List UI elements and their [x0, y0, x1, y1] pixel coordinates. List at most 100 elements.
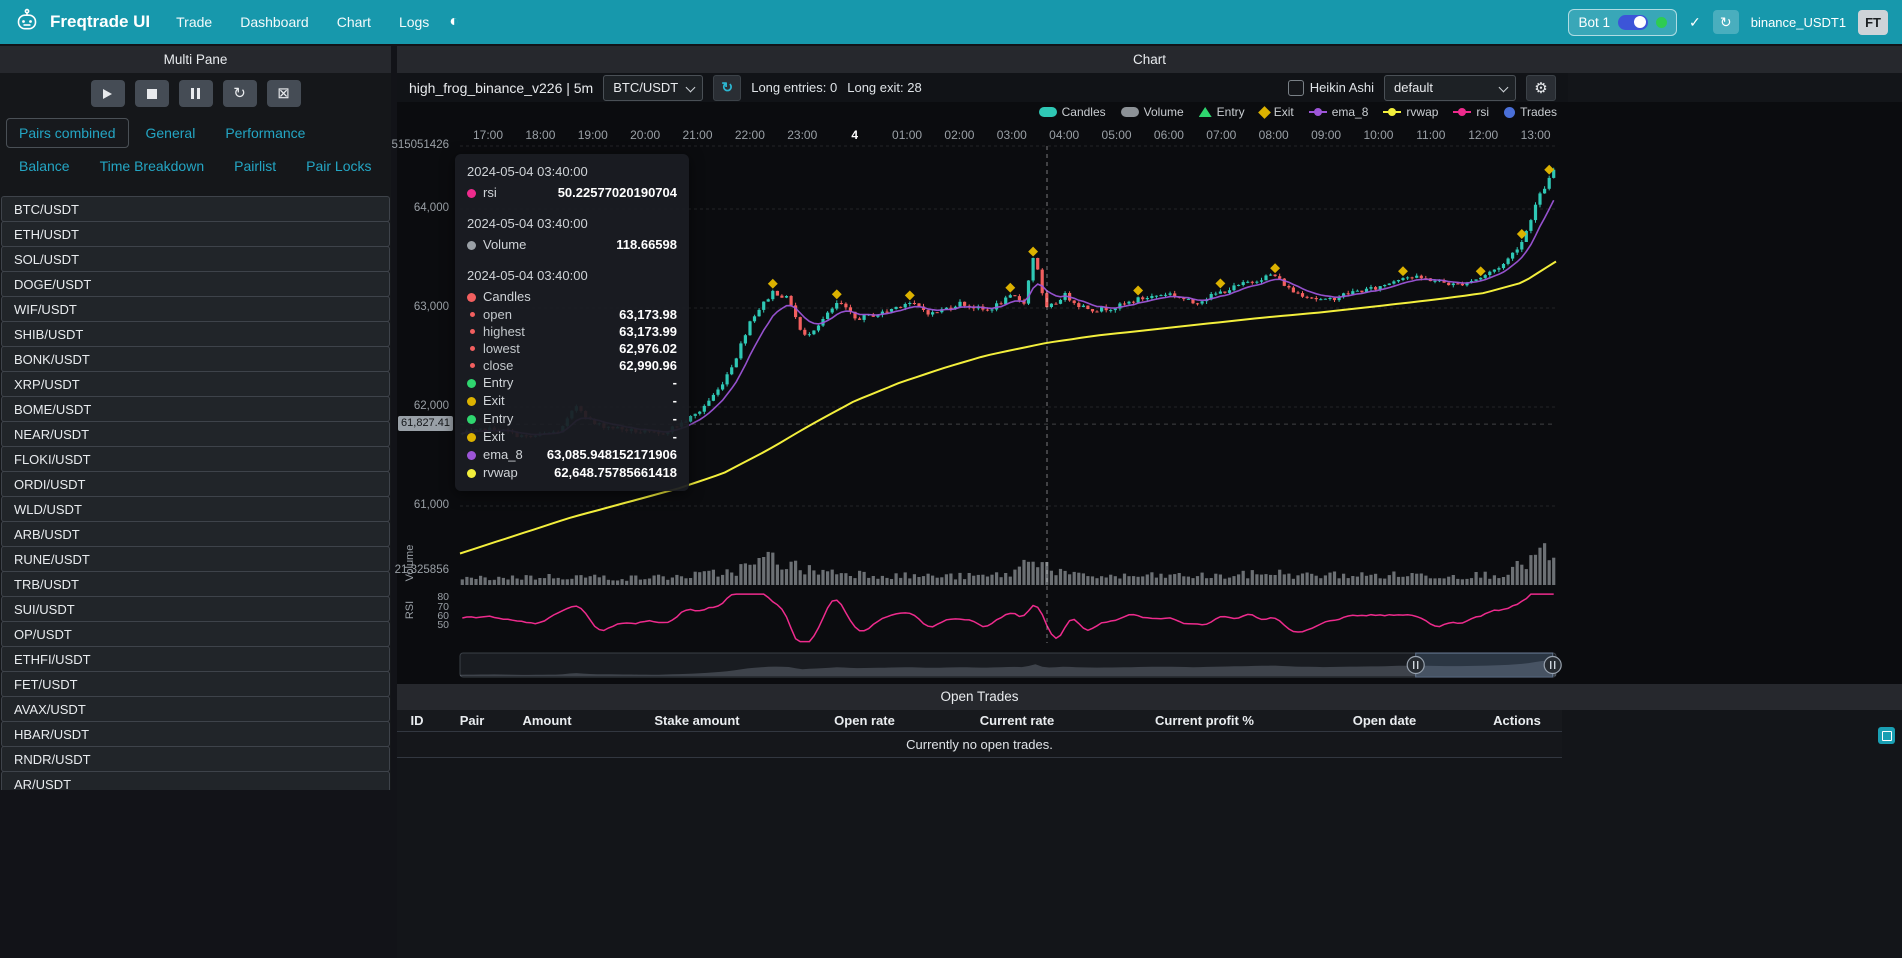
rsi-axis-tick: 60: [437, 610, 449, 622]
x-axis-tick: 4: [851, 128, 858, 142]
price-axis-marker: 61,827.41: [398, 416, 453, 432]
pair-list-item[interactable]: SOL/USDT: [1, 246, 390, 272]
legend-item[interactable]: rvwap: [1383, 105, 1438, 119]
pause-button[interactable]: [178, 80, 213, 107]
pair-list-item[interactable]: SUI/USDT: [1, 596, 390, 622]
tooltip-label: Exit: [483, 429, 505, 444]
x-axis-tick: 06:00: [1153, 128, 1184, 142]
pair-list-item[interactable]: ORDI/USDT: [1, 471, 390, 497]
tooltip-row: Entry -: [467, 374, 677, 392]
pair-list-item[interactable]: ETH/USDT: [1, 221, 390, 247]
x-axis-tick: 18:00: [525, 128, 556, 142]
theme-toggle-icon[interactable]: ◐: [449, 13, 459, 30]
legend-icon: [1504, 106, 1516, 118]
pair-list-item[interactable]: RUNE/USDT: [1, 546, 390, 572]
legend-item[interactable]: rsi: [1453, 105, 1489, 119]
plot-settings-button[interactable]: ⚙: [1526, 74, 1556, 101]
tooltip-series-dot: [470, 363, 475, 368]
x-axis-tick: 08:00: [1258, 128, 1289, 142]
y-axis-tick: 61,000: [413, 499, 449, 511]
chart-refresh-button[interactable]: ↻: [713, 74, 742, 101]
legend-label: Entry: [1216, 105, 1245, 119]
pair-list-item[interactable]: BOME/USDT: [1, 396, 390, 422]
pair-list-item[interactable]: AR/USDT: [1, 771, 390, 790]
legend-label: Trades: [1520, 105, 1557, 119]
pair-list-item[interactable]: WLD/USDT: [1, 496, 390, 522]
legend-item[interactable]: Exit: [1257, 105, 1294, 119]
pair-list-item[interactable]: TRB/USDT: [1, 571, 390, 597]
tooltip-series-dot: [470, 312, 475, 317]
pair-list-item[interactable]: FLOKI/USDT: [1, 446, 390, 472]
corner-settings-button[interactable]: [1878, 727, 1895, 744]
tooltip-label: Entry: [483, 375, 514, 390]
legend-item[interactable]: ema_8: [1308, 105, 1368, 119]
user-avatar[interactable]: FT: [1858, 9, 1888, 35]
x-axis-tick: 20:00: [630, 128, 661, 142]
nav-link[interactable]: Dashboard: [240, 14, 309, 30]
heikin-ashi-checkbox[interactable]: [1287, 79, 1304, 96]
x-axis: 17:00 18:00 19:00 20:00 21:00 22:00 23:00 4 01:0…: [397, 128, 1902, 142]
global-refresh-button[interactable]: ↻: [1712, 10, 1739, 34]
chart-canvas[interactable]: Candles Volume Entry Exit: [391, 102, 1902, 684]
pair-list-item[interactable]: BONK/USDT: [1, 346, 390, 372]
stop-button[interactable]: [134, 80, 169, 107]
bot-online-toggle[interactable]: [1617, 14, 1648, 30]
tab-time-breakdown[interactable]: Time Breakdown: [99, 158, 205, 174]
table-header-cell: Open rate: [834, 713, 895, 728]
table-header-cell: ID: [410, 713, 424, 728]
pair-select[interactable]: BTC/USDT: [603, 74, 704, 101]
tooltip-row: close 62,990.96: [467, 357, 677, 374]
pair-list-item[interactable]: ETHFI/USDT: [1, 646, 390, 672]
tooltip-row: Exit -: [467, 428, 677, 446]
tab-performance[interactable]: Performance: [225, 125, 306, 141]
nav-link[interactable]: Trade: [176, 14, 213, 30]
pair-list-item[interactable]: SHIB/USDT: [1, 321, 390, 347]
bot-status-dot: [1655, 16, 1667, 28]
reload-button[interactable]: ↻: [222, 80, 257, 107]
legend-icon: [1198, 107, 1212, 117]
clear-locks-button[interactable]: ⊠: [266, 80, 301, 107]
pair-list-item[interactable]: OP/USDT: [1, 621, 390, 647]
legend-item[interactable]: Volume: [1120, 105, 1184, 119]
tab-pair-locks[interactable]: Pair Locks: [306, 158, 372, 174]
bot-selector[interactable]: Bot 1: [1568, 8, 1677, 36]
chart-svg: [459, 145, 1562, 678]
nav-link[interactable]: Logs: [398, 14, 430, 30]
pair-list-item[interactable]: WIF/USDT: [1, 296, 390, 322]
play-button[interactable]: [90, 80, 125, 107]
pair-list-item[interactable]: HBAR/USDT: [1, 721, 390, 747]
pair-list-item[interactable]: DOGE/USDT: [1, 271, 390, 297]
tooltip-label: lowest: [483, 341, 520, 356]
brand: Freqtrade UI: [14, 7, 150, 38]
plot-config-select[interactable]: default: [1384, 74, 1516, 101]
tooltip-value: 63,173.98: [619, 307, 677, 322]
tab-pairlist[interactable]: Pairlist: [234, 158, 277, 174]
pair-list-item[interactable]: ARB/USDT: [1, 521, 390, 547]
legend-icon: [1257, 105, 1271, 119]
legend-item[interactable]: Entry: [1198, 105, 1245, 119]
pair-list-item[interactable]: AVAX/USDT: [1, 696, 390, 722]
nav-link[interactable]: Chart: [336, 14, 371, 30]
legend-item[interactable]: Candles: [1038, 105, 1106, 119]
navbar: Freqtrade UI Trade Dashboard Chart Logs ◐ B…: [0, 0, 1902, 44]
pair-list-item[interactable]: NEAR/USDT: [1, 421, 390, 447]
pair-select-value: BTC/USDT: [613, 80, 679, 95]
pair-list-item[interactable]: XRP/USDT: [1, 371, 390, 397]
table-header-cell: Current profit %: [1155, 713, 1254, 728]
tooltip-label: 2024-05-04 03:40:00: [467, 164, 588, 179]
legend-icon: [1383, 108, 1402, 116]
x-axis-tick: 19:00: [577, 128, 608, 142]
x-axis-tick: 01:00: [892, 128, 923, 142]
tooltip-value: -: [672, 393, 677, 408]
tab-general[interactable]: General: [145, 125, 196, 141]
x-axis-tick: 02:00: [944, 128, 975, 142]
pair-list-item[interactable]: BTC/USDT: [1, 196, 390, 222]
check-icon: ✓: [1688, 13, 1701, 30]
pair-list-item[interactable]: FET/USDT: [1, 671, 390, 697]
legend-item[interactable]: Trades: [1504, 105, 1557, 119]
pair-list-item[interactable]: RNDR/USDT: [1, 746, 390, 772]
tab-pairs-combined[interactable]: Pairs combined: [6, 118, 129, 148]
tooltip-value: -: [672, 411, 677, 426]
tab-balance[interactable]: Balance: [19, 158, 70, 174]
tooltip-label: highest: [483, 324, 525, 339]
